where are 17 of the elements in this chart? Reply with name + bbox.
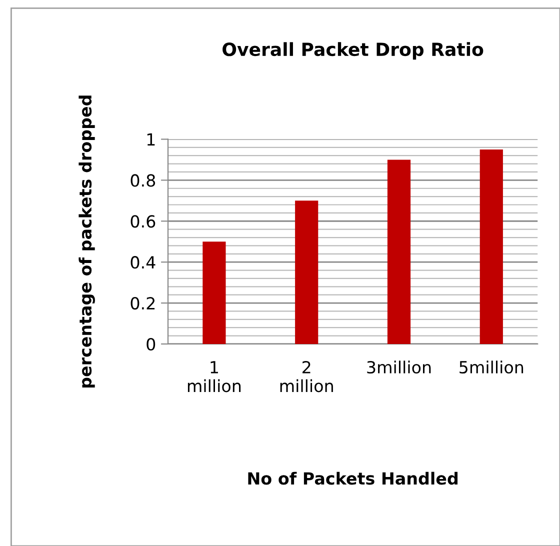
y-tick-label: 0.2: [130, 296, 155, 310]
y-tick-label: 0.6: [130, 215, 156, 228]
y-tick-label: 0: [146, 338, 156, 351]
chart-title: Overall Packet Drop Ratio: [222, 42, 484, 60]
y-tick-label: 0.8: [130, 174, 156, 187]
bar: [202, 242, 226, 344]
bar: [387, 160, 411, 344]
x-axis-title: No of Packets Handled: [248, 472, 458, 485]
bar: [480, 149, 503, 344]
y-tick-label: 0.4: [130, 256, 156, 269]
x-tick-label: 5million: [460, 360, 524, 374]
x-tick-label: 2 million: [280, 360, 333, 392]
bar: [295, 200, 318, 344]
y-tick-label: 1: [147, 133, 155, 146]
y-axis-title: percentage of packets dropped: [78, 96, 95, 388]
x-tick-label: 3million: [367, 360, 431, 374]
x-tick-label: 1 million: [188, 361, 241, 392]
